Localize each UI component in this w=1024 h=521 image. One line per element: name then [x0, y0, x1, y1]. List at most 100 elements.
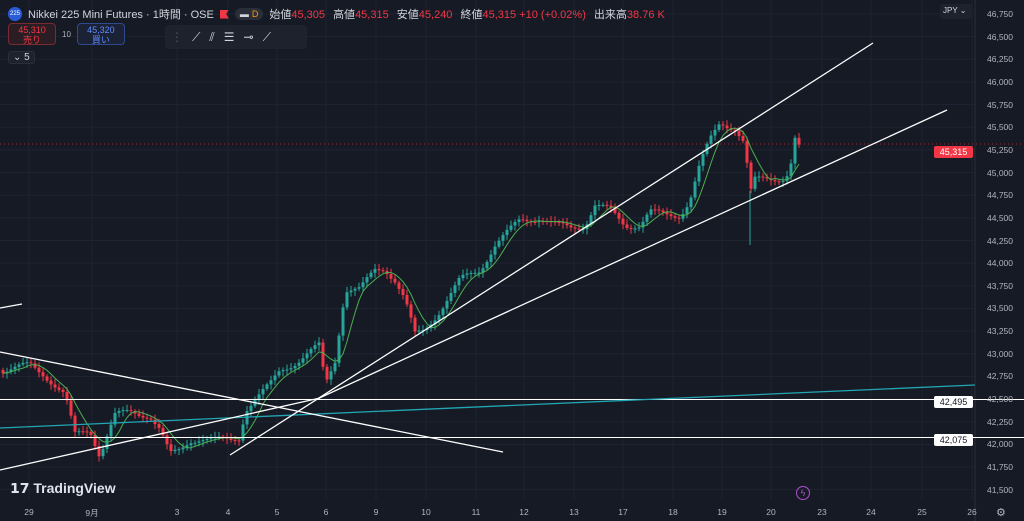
- candle-body: [389, 273, 393, 279]
- candle-body: [173, 449, 177, 452]
- candle-body: [153, 419, 157, 424]
- market-status[interactable]: ▬ D: [234, 8, 264, 20]
- price-tick: 45,000: [987, 167, 1013, 178]
- flag-icon[interactable]: [219, 9, 229, 19]
- candle-body: [125, 410, 129, 412]
- fib-retracement-icon[interactable]: ☰: [223, 30, 235, 44]
- candle-body: [721, 124, 725, 126]
- candle-body: [121, 410, 125, 412]
- level-tag-1[interactable]: 42,495: [934, 396, 973, 408]
- time-tick: 23: [817, 507, 827, 517]
- candle-body: [449, 293, 453, 301]
- candle-body: [641, 221, 645, 228]
- candle-body: [717, 124, 721, 130]
- price-tick: 46,250: [987, 54, 1013, 65]
- candle-body: [305, 353, 309, 359]
- candle-body: [341, 307, 345, 336]
- price-tick: 44,000: [987, 258, 1013, 269]
- price-tick: 43,500: [987, 303, 1013, 314]
- time-tick: 9月: [85, 508, 99, 518]
- candle-body: [113, 412, 117, 425]
- symbol-title[interactable]: Nikkei 225 Mini Futures · 1時間 · OSE: [28, 9, 214, 21]
- candle-body: [789, 163, 793, 177]
- price-tick: 41,750: [987, 462, 1013, 472]
- extended-line-icon[interactable]: ⟋: [262, 29, 271, 44]
- candle-body: [85, 431, 89, 433]
- tv-logo-icon: 𝟭𝟳: [10, 480, 34, 496]
- symbol-logo: 225: [8, 7, 22, 21]
- candle-body: [101, 448, 105, 457]
- ohlc-values: 始値45,305 高値45,315 安値45,240 終値45,315 +10 …: [269, 6, 670, 22]
- sell-button[interactable]: 45,310 売り: [8, 23, 56, 45]
- price-tick: 45,500: [987, 122, 1013, 133]
- upper-trend-line: [229, 42, 874, 456]
- candle-body: [337, 335, 341, 363]
- low-label: 安値: [396, 9, 419, 21]
- drag-handle-icon[interactable]: ⋮: [171, 30, 183, 44]
- tradingview-logo[interactable]: 𝟭𝟳 TradingView: [10, 480, 116, 497]
- candle-body: [513, 222, 517, 226]
- candle-body: [697, 165, 701, 182]
- candle-body: [49, 380, 53, 385]
- currency-select[interactable]: JPY ⌄: [940, 4, 972, 19]
- buy-button[interactable]: 45,320 買い: [76, 23, 125, 45]
- candle-body: [589, 215, 593, 225]
- candle-body: [521, 219, 525, 221]
- settings-gear-icon[interactable]: ⚙: [996, 507, 1006, 519]
- time-tick: 26: [967, 507, 977, 517]
- candle-body: [269, 380, 273, 385]
- candle-body: [281, 370, 285, 372]
- open-label: 始値: [269, 9, 292, 21]
- level-tag-2[interactable]: 42,075: [934, 434, 973, 446]
- volume-label: 出来高: [593, 9, 627, 21]
- candle-body: [485, 261, 489, 269]
- symbol-header: 225 Nikkei 225 Mini Futures · 1時間 · OSE …: [8, 6, 670, 22]
- time-tick: 6: [323, 507, 329, 517]
- candle-body: [433, 320, 437, 325]
- candle-body: [73, 415, 77, 432]
- candle-body: [201, 440, 205, 442]
- time-tick: 9: [373, 507, 379, 517]
- trend-line-icon[interactable]: ⟋: [192, 29, 201, 44]
- candle-body: [761, 176, 765, 178]
- candle-body: [393, 278, 397, 283]
- candle-body: [229, 438, 233, 440]
- time-tick: 19: [717, 507, 727, 517]
- lightning-icon[interactable]: ϟ: [796, 486, 810, 500]
- candle-body: [289, 368, 293, 370]
- candle-body: [325, 366, 329, 380]
- brand-name: TradingView: [33, 480, 116, 496]
- candle-body: [629, 227, 633, 229]
- candle-body: [273, 375, 277, 381]
- time-tick: 12: [519, 507, 529, 517]
- candle-body: [609, 205, 613, 208]
- candle-body: [37, 367, 41, 373]
- candle-body: [361, 282, 365, 288]
- candle-body: [321, 342, 325, 367]
- time-tick: 10: [421, 507, 431, 517]
- time-tick: 17: [618, 507, 628, 517]
- candle-body: [137, 413, 141, 416]
- candle-body: [29, 362, 33, 364]
- candle-body: [657, 209, 661, 211]
- candle-body: [397, 282, 401, 289]
- candle-body: [45, 376, 49, 381]
- candle-body: [129, 410, 133, 412]
- candle-body: [17, 364, 21, 367]
- minus-icon: ▬: [239, 9, 249, 19]
- candle-body: [57, 387, 61, 390]
- candle-body: [749, 162, 753, 189]
- parallel-channel-icon[interactable]: ⫽: [209, 29, 215, 44]
- horizontal-ray-icon[interactable]: ⊸: [243, 30, 254, 44]
- candle-body: [169, 444, 173, 452]
- candle-body: [165, 435, 169, 445]
- candle-body: [41, 372, 45, 377]
- candle-body: [569, 225, 573, 228]
- candle-body: [745, 140, 749, 163]
- candle-body: [637, 227, 641, 229]
- candle-body: [297, 362, 301, 366]
- candle-body: [373, 269, 377, 273]
- indicators-toggle[interactable]: ⌄ 5: [8, 51, 35, 64]
- buy-price: 45,320: [87, 25, 115, 35]
